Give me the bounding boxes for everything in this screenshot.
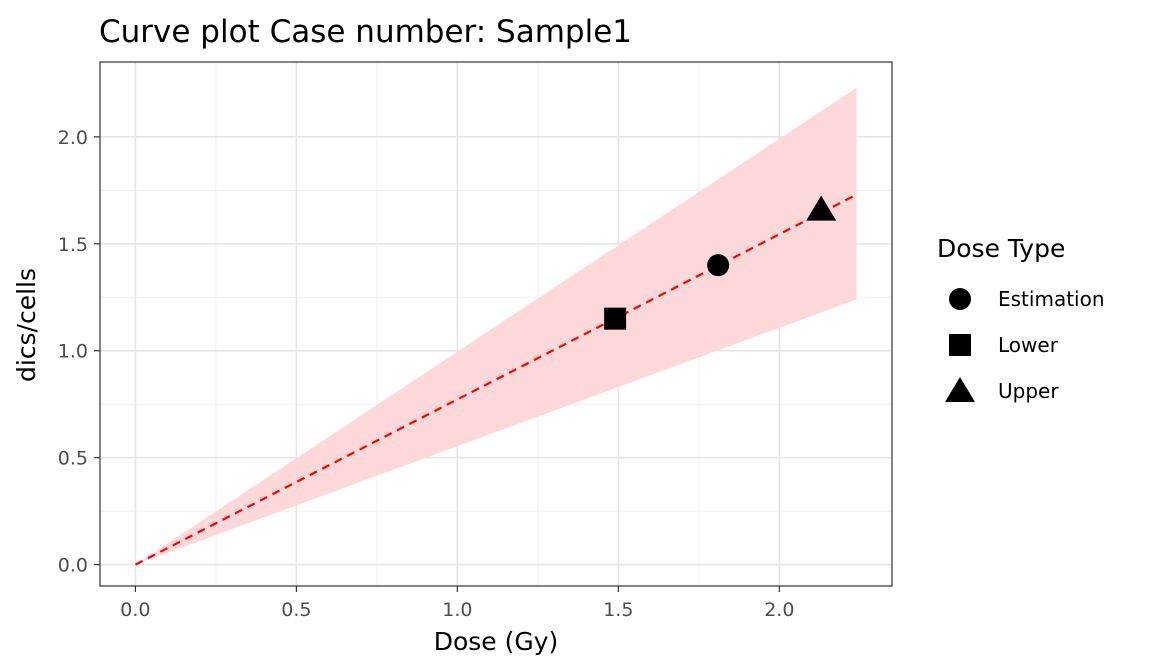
fit-curve-line xyxy=(134,193,858,566)
y-axis: 0.0 0.5 1.0 1.5 2.0 xyxy=(58,127,100,577)
x-axis: 0.0 0.5 1.0 1.5 2.0 xyxy=(120,586,794,621)
y-tick-label: 1.0 xyxy=(58,341,88,363)
legend-entries: Estimation Lower Upper xyxy=(945,287,1105,403)
x-tick-label: 0.5 xyxy=(281,599,311,621)
legend-entry-estimation: Estimation xyxy=(949,287,1105,311)
square-key-icon xyxy=(949,334,971,356)
y-tick-label: 0.0 xyxy=(58,555,88,577)
lower-point-marker xyxy=(604,307,627,330)
plot-panel-border xyxy=(99,61,893,587)
x-tick-label: 2.0 xyxy=(764,599,794,621)
legend-label: Lower xyxy=(998,333,1059,357)
x-tick-label: 1.5 xyxy=(603,599,633,621)
x-tick-label: 1.0 xyxy=(442,599,472,621)
legend-entry-lower: Lower xyxy=(949,333,1059,357)
legend-label: Estimation xyxy=(998,287,1105,311)
y-tick-label: 0.5 xyxy=(58,448,88,470)
legend-label: Upper xyxy=(998,379,1059,403)
legend-title: Dose Type xyxy=(937,234,1065,263)
upper-point-marker xyxy=(806,195,837,221)
triangle-key-icon xyxy=(945,377,975,402)
dose-points-layer xyxy=(604,195,837,330)
x-axis-title: Dose (Gy) xyxy=(434,627,559,656)
y-tick-label: 2.0 xyxy=(58,127,88,149)
confidence-band-layer xyxy=(135,87,857,565)
confidence-band xyxy=(135,87,857,565)
legend: Dose Type Estimation Lower Upper xyxy=(937,234,1105,403)
x-tick-label: 0.0 xyxy=(120,599,150,621)
estimation-point-marker xyxy=(707,254,730,277)
legend-entry-upper: Upper xyxy=(945,377,1059,403)
fit-curve-layer xyxy=(134,193,858,566)
chart-title: Curve plot Case number: Sample1 xyxy=(99,14,632,50)
y-tick-label: 1.5 xyxy=(58,234,88,256)
circle-key-icon xyxy=(949,288,971,310)
y-axis-title: dics/cells xyxy=(12,268,41,382)
